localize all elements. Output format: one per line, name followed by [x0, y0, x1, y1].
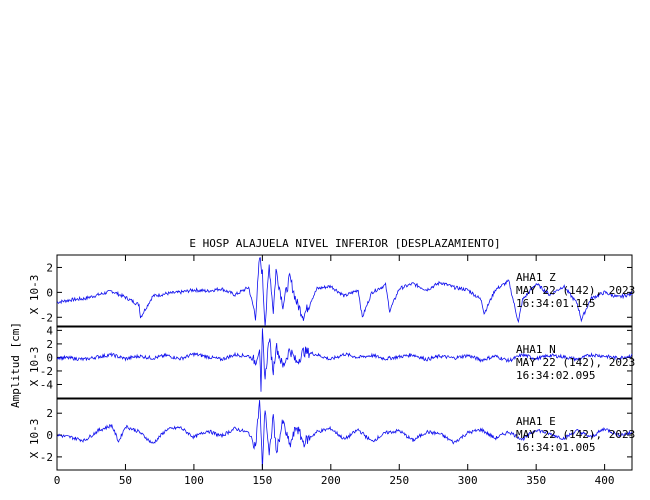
- x-tick-label: 250: [389, 474, 409, 487]
- x-tick-label: 150: [252, 474, 272, 487]
- station-annotation-line: AHA1 E: [516, 415, 556, 428]
- station-annotation-line: AHA1 N: [516, 343, 556, 356]
- y-tick-label: 0: [46, 286, 53, 299]
- x-axis: 0 50 100 150 200 250 300 350 400: [54, 255, 615, 487]
- station-annotation-line: MAY 22 (142), 2023: [516, 284, 635, 297]
- x-tick-label: 200: [321, 474, 341, 487]
- station-annotation-line: AHA1 Z: [516, 271, 556, 284]
- waveform-z: [56, 257, 633, 327]
- panel-frame: [56, 254, 633, 327]
- waveform-n: [56, 328, 633, 392]
- station-annotation-line: 16:34:02.095: [516, 369, 595, 382]
- x-tick-label: 350: [526, 474, 546, 487]
- y-tick-label: 4: [46, 324, 53, 337]
- y-tick-label: 2: [46, 338, 53, 351]
- y-tick-label: 0: [46, 351, 53, 364]
- scale-label: X 10-3: [28, 275, 41, 315]
- x-tick-label: 400: [595, 474, 615, 487]
- station-annotation-line: 16:34:01.145: [516, 297, 595, 310]
- station-annotation-line: 16:34:01.005: [516, 441, 595, 454]
- y-tick-label: -2: [40, 365, 53, 378]
- waveform-e: [56, 399, 633, 471]
- x-tick-label: 0: [54, 474, 61, 487]
- x-tick-label: 50: [119, 474, 132, 487]
- y-tick-label: 0: [46, 429, 53, 442]
- y-tick-label: -2: [40, 311, 53, 324]
- y-axis-label: Amplitud [cm]: [9, 322, 22, 408]
- station-annotation-line: MAY 22 (142), 2023: [516, 356, 635, 369]
- chart-title: E HOSP ALAJUELA NIVEL INFERIOR [DESPLAZA…: [189, 237, 500, 250]
- station-annotation-line: MAY 22 (142), 2023: [516, 428, 635, 441]
- y-tick-label: -4: [40, 378, 54, 391]
- scale-label: X 10-3: [28, 419, 41, 459]
- x-tick-label: 300: [458, 474, 478, 487]
- scale-label: X 10-3: [28, 347, 41, 387]
- panel-frame: [56, 326, 633, 399]
- y-tick-label: -2: [40, 451, 53, 464]
- y-tick-label: 2: [46, 407, 53, 420]
- x-tick-label: 100: [184, 474, 204, 487]
- y-tick-label: 2: [46, 261, 53, 274]
- panel-frame: [56, 398, 633, 471]
